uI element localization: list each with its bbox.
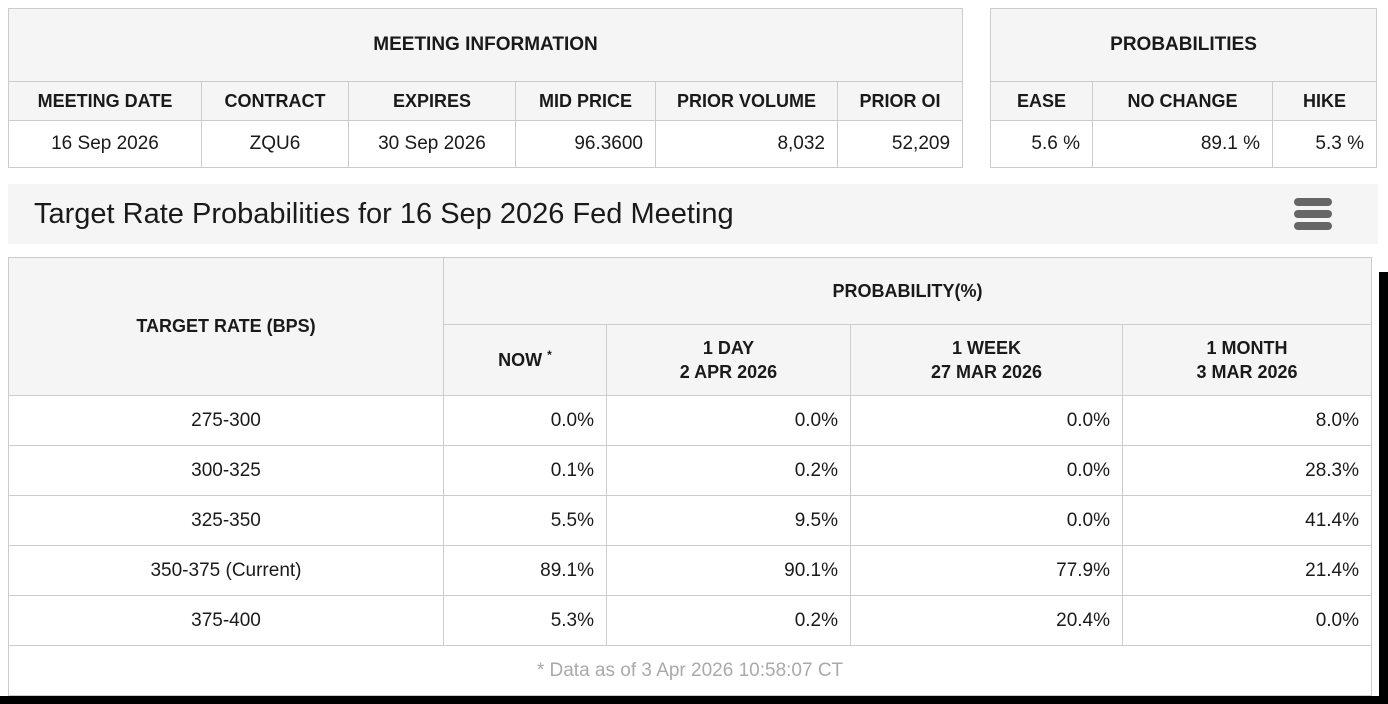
one-week-prob-cell: 0.0% [850,495,1123,546]
period-header-row: NOW * 1 DAY 2 APR 2026 1 WEEK 27 MAR 2026 … [9,324,1372,396]
hike-header: HIKE [1271,81,1378,121]
one-day-col-header: 1 DAY 2 APR 2026 [606,324,851,396]
one-day-prob-cell: 0.2% [606,595,851,646]
probability-group-header: PROBABILITY(%) [443,257,1372,325]
group-header-row: TARGET RATE (BPS) PROBABILITY(%) [8,257,1372,396]
one-week-col-header: 1 WEEK 27 MAR 2026 [850,324,1123,396]
footnote-row: * Data as of 3 Apr 2026 10:58:07 CT [8,645,1372,696]
table-row: 375-400 5.3% 0.2% 20.4% 0.0% [8,595,1372,646]
menu-bar-bottom [1294,222,1332,230]
table-row: 300-325 0.1% 0.2% 0.0% 28.3% [8,445,1372,496]
menu-bar-top [1294,198,1332,206]
target-rate-cell: 375-400 [8,595,444,646]
now-col-header: NOW * [443,324,607,396]
hamburger-menu-icon[interactable] [1290,194,1336,234]
meeting-info-table: MEETING INFORMATION MEETING DATE CONTRAC… [7,8,964,168]
one-day-prob-cell: 0.0% [606,395,851,446]
contract-value: ZQU6 [201,120,349,168]
now-label: NOW [498,350,543,371]
now-footnote-marker: * [547,348,552,363]
prior-oi-header: PRIOR OI [836,81,964,121]
one-week-label: 1 WEEK [951,337,1021,358]
table-row: 275-300 0.0% 0.0% 0.0% 8.0% [8,395,1372,446]
target-rate-cell: 300-325 [8,445,444,496]
menu-bar-middle [1294,210,1332,218]
now-prob-cell: 5.3% [443,595,607,646]
meeting-info-data-row: 16 Sep 2026 ZQU6 30 Sep 2026 96.3600 8,0… [8,120,964,168]
probabilities-data-row: 5.6 % 89.1 % 5.3 % [990,120,1378,168]
now-prob-cell: 89.1% [443,545,607,596]
meeting-info-title: MEETING INFORMATION [7,8,964,82]
one-day-prob-cell: 9.5% [606,495,851,546]
one-day-date: 2 APR 2026 [679,362,778,382]
prior-oi-value: 52,209 [836,120,964,168]
meeting-date-value: 16 Sep 2026 [8,120,202,168]
one-month-prob-cell: 8.0% [1122,395,1372,446]
expires-value: 30 Sep 2026 [348,120,516,168]
one-month-prob-cell: 21.4% [1122,545,1372,596]
one-day-prob-cell: 0.2% [606,445,851,496]
target-rate-cell: 275-300 [8,395,444,446]
one-month-prob-cell: 28.3% [1122,445,1372,496]
one-week-prob-cell: 0.0% [850,445,1123,496]
contract-header: CONTRACT [201,81,349,121]
one-month-label: 1 MONTH [1206,337,1288,358]
target-rate-col-header: TARGET RATE (BPS) [8,257,444,396]
page-title: Target Rate Probabilities for 16 Sep 202… [34,197,734,230]
one-week-prob-cell: 0.0% [850,395,1123,446]
one-month-date: 3 MAR 2026 [1196,362,1298,382]
ease-header: EASE [990,81,1093,121]
one-week-prob-cell: 20.4% [850,595,1123,646]
target-rate-cell: 350-375 (Current) [8,545,444,596]
data-as-of-footnote: * Data as of 3 Apr 2026 10:58:07 CT [8,645,1372,696]
probabilities-title: PROBABILITIES [989,8,1378,82]
expires-header: EXPIRES [348,81,516,121]
meeting-info-caption-row: MEETING INFORMATION [7,8,964,82]
chart-title-bar: Target Rate Probabilities for 16 Sep 202… [8,184,1378,244]
target-rate-cell: 325-350 [8,495,444,546]
bottom-frame-bar [0,696,1388,704]
ease-value: 5.6 % [990,120,1093,168]
one-week-date: 27 MAR 2026 [930,362,1043,382]
mid-price-value: 96.3600 [515,120,656,168]
no-change-value: 89.1 % [1092,120,1273,168]
probabilities-table: PROBABILITIES EASE NO CHANGE HIKE 5.6 % … [989,8,1378,168]
target-rate-probabilities-table: TARGET RATE (BPS) PROBABILITY(%) NOW * 1… [8,257,1372,696]
now-prob-cell: 5.5% [443,495,607,546]
probabilities-caption-row: PROBABILITIES [989,8,1378,82]
table-row-current: 350-375 (Current) 89.1% 90.1% 77.9% 21.4… [8,545,1372,596]
table-row: 325-350 5.5% 9.5% 0.0% 41.4% [8,495,1372,546]
one-month-col-header: 1 MONTH 3 MAR 2026 [1122,324,1372,396]
mid-price-header: MID PRICE [515,81,656,121]
probabilities-header-row: EASE NO CHANGE HIKE [990,81,1378,121]
prior-volume-header: PRIOR VOLUME [655,81,838,121]
right-frame-bar [1379,272,1388,704]
meeting-date-header: MEETING DATE [8,81,202,121]
prior-volume-value: 8,032 [655,120,838,168]
no-change-header: NO CHANGE [1092,81,1273,121]
one-month-prob-cell: 41.4% [1122,495,1372,546]
meeting-info-header-row: MEETING DATE CONTRACT EXPIRES MID PRICE … [8,81,964,121]
now-prob-cell: 0.0% [443,395,607,446]
one-month-prob-cell: 0.0% [1122,595,1372,646]
one-day-label: 1 DAY [702,337,755,358]
one-week-prob-cell: 77.9% [850,545,1123,596]
now-prob-cell: 0.1% [443,445,607,496]
one-day-prob-cell: 90.1% [606,545,851,596]
hike-value: 5.3 % [1271,120,1378,168]
